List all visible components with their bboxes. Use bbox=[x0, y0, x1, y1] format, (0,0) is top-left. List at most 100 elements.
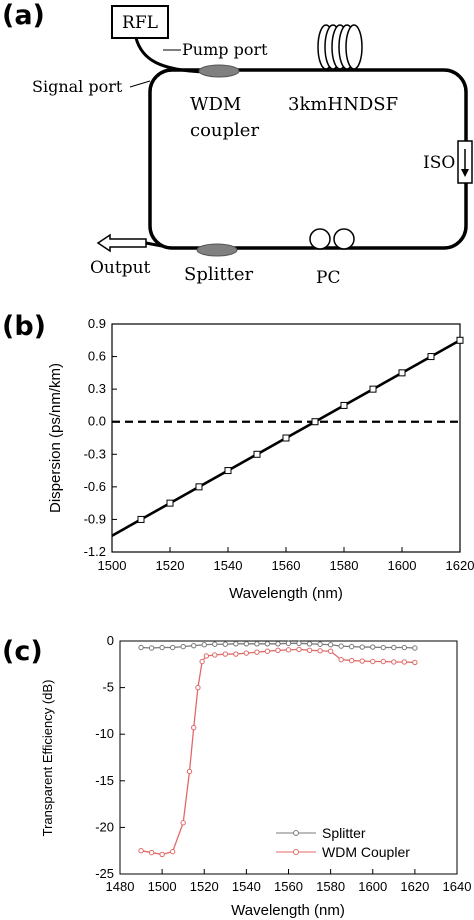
wdm-label-line1: WDM bbox=[190, 94, 241, 115]
dispersion-point bbox=[398, 369, 406, 377]
data-point-splitter bbox=[327, 642, 334, 648]
data-point-wdm bbox=[138, 848, 144, 854]
chart-c-xtick-label: 1580 bbox=[316, 879, 345, 894]
data-point-wdm bbox=[275, 647, 281, 654]
data-point-wdm bbox=[169, 848, 176, 855]
chart-c-ytick-label: 0 bbox=[107, 633, 114, 648]
chart-b-xtick-label: 1580 bbox=[330, 558, 359, 573]
chart-b-xtick-label: 1620 bbox=[446, 558, 474, 573]
data-point-splitter bbox=[296, 640, 302, 647]
rfl-label: RFL bbox=[122, 13, 158, 33]
data-point-wdm bbox=[296, 646, 302, 653]
chart-c-xlabel: Wavelength (nm) bbox=[231, 902, 345, 919]
chart-b-xlabel: Wavelength (nm) bbox=[229, 585, 343, 602]
chart-b-ytick-label: -1.2 bbox=[84, 544, 106, 559]
data-point-wdm bbox=[306, 647, 313, 654]
isolator-arrowhead-icon bbox=[461, 169, 469, 177]
legend-label-wdm: WDM Coupler bbox=[322, 844, 410, 860]
rfl-box bbox=[111, 5, 169, 39]
data-point-splitter bbox=[138, 644, 144, 651]
chart-c-xtick-label: 1600 bbox=[358, 879, 387, 894]
data-point-wdm bbox=[191, 724, 197, 731]
splitter-component bbox=[196, 243, 238, 257]
chart-b-xtick-label: 1520 bbox=[156, 558, 185, 573]
chart-c-xtick-label: 1520 bbox=[190, 879, 219, 894]
data-point-splitter bbox=[412, 645, 418, 651]
chart-c-xtick-label: 1480 bbox=[106, 879, 135, 894]
chart-b-xtick-label: 1540 bbox=[214, 558, 243, 573]
chart-c-xtick-label: 1620 bbox=[400, 879, 429, 894]
data-point-splitter bbox=[317, 641, 323, 647]
chart-b-ytick-label: -0.3 bbox=[84, 446, 106, 461]
chart-c-ytick-label: -15 bbox=[95, 773, 114, 788]
data-point-wdm bbox=[180, 820, 186, 826]
data-point-wdm bbox=[199, 658, 205, 665]
data-point-splitter bbox=[191, 642, 197, 649]
data-point-wdm bbox=[412, 659, 418, 666]
wdm-coupler-component bbox=[198, 64, 240, 78]
chart-c-ytick-label: -25 bbox=[95, 866, 114, 881]
chart-c-legend: Splitter WDM Coupler bbox=[276, 825, 410, 860]
data-point-splitter bbox=[285, 640, 292, 647]
data-point-wdm bbox=[148, 849, 155, 856]
chart-b-ytick-label: 0.9 bbox=[88, 316, 106, 331]
data-point-splitter bbox=[391, 644, 397, 651]
dispersion-point bbox=[427, 353, 435, 361]
chart-b-ytick-label: -0.6 bbox=[84, 479, 106, 494]
panel-label-c: (c) bbox=[2, 636, 43, 667]
data-point-wdm bbox=[327, 648, 334, 654]
chart-c-xtick-label: 1540 bbox=[232, 879, 261, 894]
data-point-splitter bbox=[212, 641, 218, 647]
data-point-splitter bbox=[159, 644, 165, 651]
dispersion-point bbox=[456, 336, 464, 344]
data-point-wdm bbox=[370, 658, 376, 665]
dispersion-point bbox=[282, 434, 290, 442]
pc-loop-1-icon bbox=[309, 228, 331, 250]
chart-c-frame bbox=[119, 640, 458, 875]
data-point-splitter bbox=[180, 643, 186, 650]
data-point-splitter bbox=[264, 641, 271, 647]
legend-marker-wdm bbox=[293, 849, 299, 855]
data-point-wdm bbox=[391, 659, 397, 665]
chart-b-ytick-label: 0.0 bbox=[88, 414, 106, 429]
dispersion-chart: (b) 1500 1520 1540 1560 1580 1600 1620 0.9 0.6 0.… bbox=[2, 311, 474, 602]
chart-b-xtick-label: 1600 bbox=[388, 558, 417, 573]
dispersion-point bbox=[166, 499, 174, 507]
data-point-splitter bbox=[201, 642, 207, 648]
data-point-wdm bbox=[212, 652, 218, 658]
data-point-wdm bbox=[254, 649, 260, 655]
chart-b-ylabel: Dispersion (ps/nm/km) bbox=[47, 363, 64, 513]
data-point-wdm bbox=[195, 684, 201, 691]
data-point-splitter bbox=[359, 644, 365, 650]
legend-label-splitter: Splitter bbox=[322, 825, 366, 841]
data-point-wdm bbox=[222, 651, 229, 657]
splitter-label: Splitter bbox=[184, 264, 253, 285]
chart-c-ylabel: Transparent Efficiency (dB) bbox=[40, 680, 55, 837]
data-point-splitter bbox=[306, 641, 313, 647]
chart-c-xtick-label: 1500 bbox=[148, 879, 177, 894]
pc-loop-2-icon bbox=[333, 228, 355, 250]
data-point-wdm bbox=[380, 658, 386, 665]
chart-c-ytick-label: -10 bbox=[95, 726, 114, 741]
pump-port-label: Pump port bbox=[182, 40, 268, 59]
data-point-splitter bbox=[169, 644, 176, 651]
chart-b-xtick-label: 1560 bbox=[272, 558, 301, 573]
signal-port-leader bbox=[129, 80, 151, 88]
hndsf-spool-icon bbox=[317, 24, 363, 70]
data-point-splitter bbox=[233, 641, 239, 647]
dispersion-point bbox=[224, 467, 232, 475]
pump-fiber bbox=[134, 37, 205, 74]
iso-label: ISO bbox=[423, 153, 455, 173]
chart-c-xtick-label: 1640 bbox=[443, 879, 472, 894]
data-point-wdm bbox=[401, 659, 408, 665]
fiber-label: 3kmHNDSF bbox=[288, 94, 398, 115]
chart-c-ytick-label: -20 bbox=[95, 819, 114, 834]
wdm-label-line2: coupler bbox=[190, 120, 259, 141]
data-point-splitter bbox=[370, 644, 376, 650]
data-point-splitter bbox=[254, 641, 260, 647]
transparency-chart: (c) 1480 1500 1520 1540 1560 1580 1600 1620 1640… bbox=[2, 633, 471, 919]
data-point-wdm bbox=[243, 650, 250, 656]
panel-label-a: (a) bbox=[2, 0, 45, 31]
data-point-wdm bbox=[233, 651, 239, 657]
schematic-panel: (a) RFL Pump port Signal port WDM couple… bbox=[2, 0, 473, 288]
